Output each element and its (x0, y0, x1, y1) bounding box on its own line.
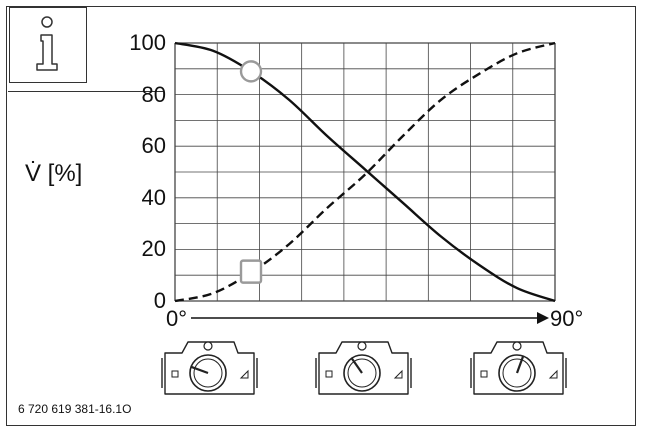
figure-code: 6 720 619 381-16.1O (18, 402, 132, 416)
y-tick-label: 100 (129, 30, 166, 55)
y-tick-label: 40 (141, 184, 166, 210)
info-divider (8, 91, 163, 92)
y-axis-label: V̇ [%] (25, 160, 83, 187)
series-line-dashed (174, 41, 556, 303)
y-tick-label: 80 (141, 81, 166, 107)
y-tick-label: 60 (141, 133, 166, 159)
valve-icon-90 (470, 341, 567, 395)
x-start-label: 0° (166, 306, 188, 331)
x-end-label: 90° (550, 306, 584, 331)
series-line-solid (174, 41, 556, 303)
y-tick-label: 0 (153, 288, 166, 313)
valve-icon-45 (315, 341, 412, 395)
valve-icon-0 (161, 341, 258, 395)
square-marker (239, 259, 263, 284)
y-tick-label: 20 (141, 236, 166, 262)
circle-marker (239, 60, 263, 83)
x-axis-arrowhead (537, 312, 549, 324)
figure-frame (6, 6, 636, 426)
info-icon (9, 7, 87, 83)
